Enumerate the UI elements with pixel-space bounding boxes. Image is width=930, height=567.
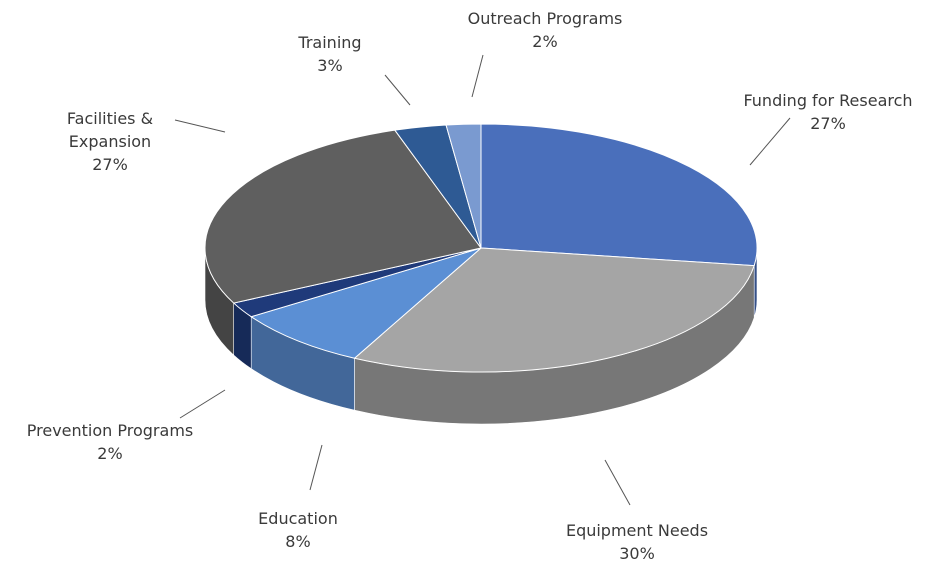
- category-label: Funding for Research: [743, 91, 913, 110]
- data-label: Education 8%: [258, 507, 338, 553]
- slice: [204, 129, 482, 304]
- slice: [353, 247, 755, 373]
- value-label: 27%: [810, 114, 846, 133]
- category-label: Outreach Programs: [467, 9, 623, 28]
- leader-line: [749, 117, 791, 166]
- category-label: Facilities & Expansion: [66, 109, 154, 151]
- value-label: 3%: [317, 56, 343, 75]
- data-label: Prevention Programs 2%: [27, 419, 193, 465]
- data-label: Outreach Programs 2%: [468, 7, 623, 53]
- data-label: Equipment Needs 30%: [566, 519, 708, 565]
- leader-line: [604, 459, 631, 506]
- value-label: 27%: [92, 155, 128, 174]
- category-label: Equipment Needs: [565, 521, 709, 540]
- category-label: Education: [258, 509, 338, 528]
- category-label: Training: [298, 33, 362, 52]
- leader-line: [471, 54, 484, 98]
- value-label: 2%: [97, 444, 123, 463]
- slice: [250, 247, 482, 359]
- value-label: 30%: [619, 544, 655, 563]
- data-label: Facilities & Expansion 27%: [45, 107, 175, 176]
- leader-line: [174, 119, 226, 133]
- category-label: Prevention Programs: [26, 421, 194, 440]
- value-label: 8%: [285, 532, 311, 551]
- leader-line: [179, 389, 226, 419]
- data-label: Funding for Research 27%: [743, 89, 912, 135]
- value-label: 2%: [532, 32, 558, 51]
- slice: [445, 123, 482, 249]
- data-label: Training 3%: [298, 31, 361, 77]
- leader-line: [309, 444, 323, 491]
- leader-line: [384, 74, 411, 106]
- slice: [480, 123, 758, 267]
